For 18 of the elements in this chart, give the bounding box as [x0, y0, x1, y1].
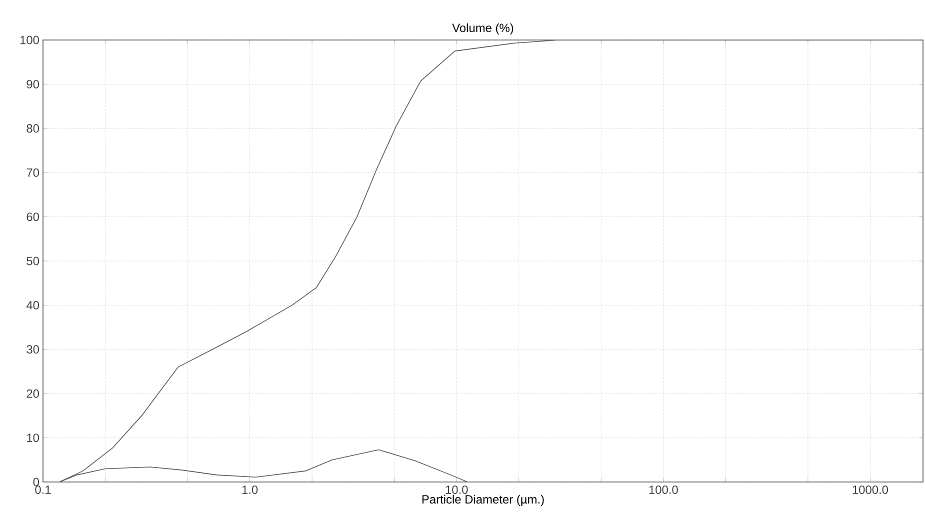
y-tick-label: 40: [26, 300, 40, 310]
y-tick-label: 90: [26, 80, 40, 88]
x-tick-label: 100.0: [649, 486, 678, 494]
y-tick-label: 100: [20, 36, 40, 44]
x-tick-label: 0.1: [35, 486, 51, 494]
y-tick-label: 60: [26, 212, 40, 222]
y-tick-label: 80: [26, 124, 40, 133]
y-tick-label: 30: [26, 345, 40, 354]
x-tick-label: 1.0: [242, 486, 258, 494]
y-tick-label: 0: [33, 478, 40, 486]
y-tick-label: 70: [26, 168, 40, 177]
y-tick-label: 50: [26, 256, 40, 266]
x-tick-label: 10.0: [446, 486, 468, 494]
y-tick-label: 10: [27, 434, 40, 442]
chart-title: Volume (%): [452, 23, 514, 34]
x-axis-title: Particle Diameter (µm.): [422, 494, 544, 506]
y-tick-label: 20: [26, 389, 40, 398]
x-tick-label: 1000.0: [852, 486, 888, 494]
